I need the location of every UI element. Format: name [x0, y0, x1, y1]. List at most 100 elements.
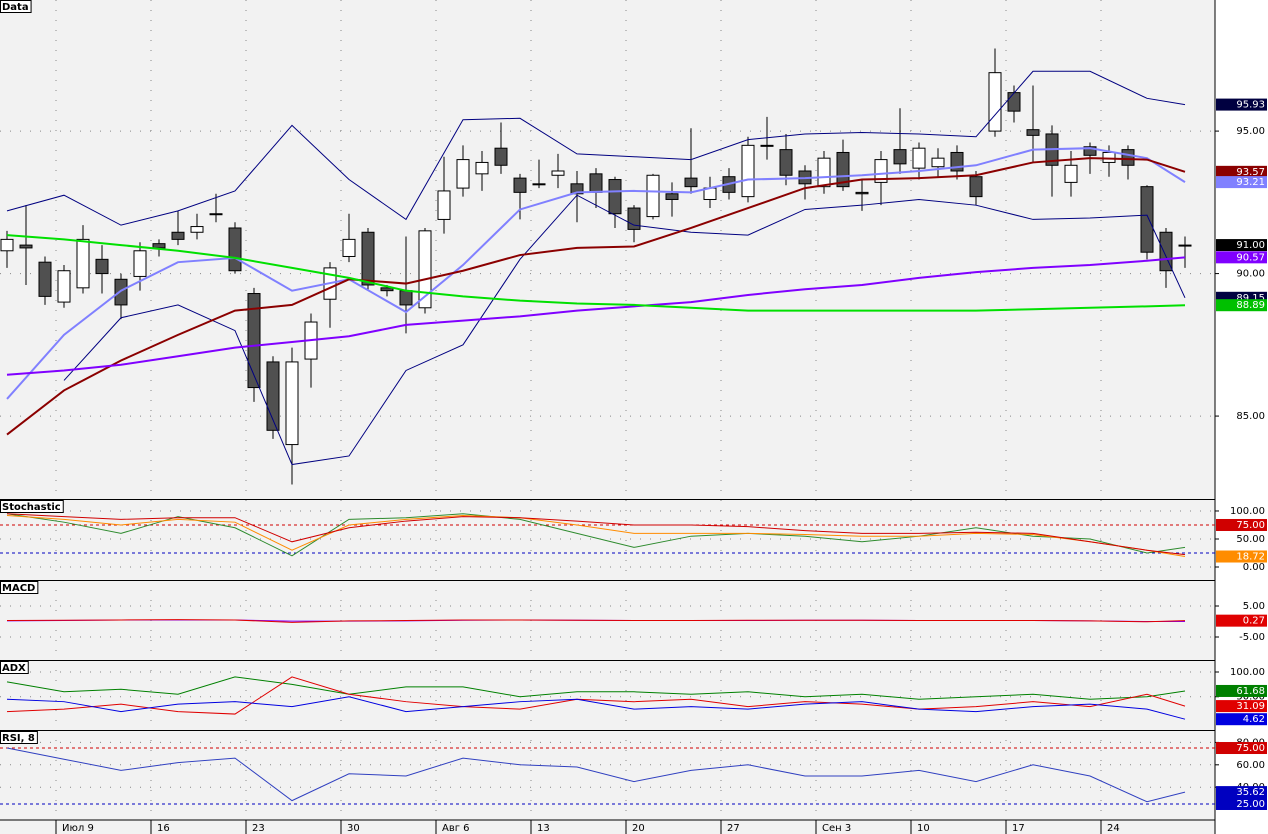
panel-title-box	[0, 661, 29, 674]
series-line	[6, 676, 1186, 715]
candle-body	[95, 258, 109, 275]
panel-title: ADX	[2, 663, 26, 674]
y-tick-label: 60.00	[1236, 760, 1265, 771]
candle-body	[1026, 129, 1040, 136]
candle-body	[57, 270, 71, 303]
candle-body	[760, 144, 774, 147]
candle-body	[551, 170, 565, 176]
y-tick-label: -5.00	[1239, 632, 1265, 643]
series-line	[63, 194, 1186, 466]
price-marker-label: 31.09	[1236, 701, 1265, 712]
price-marker-label: 95.93	[1236, 100, 1265, 111]
panel-title-box	[0, 500, 64, 513]
candle-body	[418, 230, 432, 309]
candle-body	[190, 226, 204, 233]
candle-body	[437, 190, 451, 220]
candle-body	[1083, 146, 1097, 156]
candle-body	[1064, 164, 1078, 183]
candle-body	[912, 147, 926, 169]
y-tick-label: 85.00	[1236, 411, 1265, 422]
series-line	[6, 513, 1186, 556]
candle-body	[741, 144, 755, 198]
candle-body	[456, 159, 470, 189]
series-line	[6, 157, 1186, 436]
y-tick-label: 50.00	[1236, 692, 1265, 703]
price-marker-label: 61.68	[1236, 686, 1265, 697]
x-tick-label: 24	[1107, 823, 1120, 834]
price-marker	[1216, 684, 1267, 697]
candle-body	[228, 227, 242, 272]
price-marker-label: 18.72	[1236, 552, 1265, 563]
panel-title-box	[0, 0, 32, 13]
series-line	[6, 514, 1186, 558]
y-tick-label: 50.00	[1236, 534, 1265, 545]
y-tick-label: 0.00	[1243, 562, 1265, 573]
price-marker-label: 0.27	[1243, 616, 1265, 627]
price-marker	[1216, 176, 1267, 189]
candle-body	[665, 193, 679, 200]
candle-body	[589, 173, 603, 193]
candle-body	[1007, 92, 1021, 112]
series-line	[6, 147, 1186, 400]
candle-body	[1121, 149, 1135, 166]
candle-body	[38, 261, 52, 297]
price-marker	[1216, 700, 1267, 713]
x-tick-label: 20	[632, 823, 645, 834]
price-marker-label: 75.00	[1236, 743, 1265, 754]
y-tick-label: 95.00	[1236, 126, 1265, 137]
candle-body	[855, 191, 869, 195]
panel-title: MACD	[2, 583, 35, 594]
price-marker-label: 93.21	[1236, 177, 1265, 188]
candle-body	[152, 243, 166, 249]
panel-title-box	[0, 731, 38, 744]
candle-body	[570, 183, 584, 195]
x-tick-label: 30	[347, 823, 360, 834]
candle-body	[285, 361, 299, 446]
x-tick-label: 23	[252, 823, 265, 834]
candle-body	[988, 72, 1002, 132]
candle-body	[1140, 186, 1154, 253]
candle-body	[0, 238, 14, 252]
y-tick-label: 5.00	[1243, 601, 1265, 612]
series-line	[6, 256, 1186, 376]
price-marker	[1216, 251, 1267, 264]
candle-body	[969, 176, 983, 198]
price-marker	[1216, 713, 1267, 726]
price-marker-label: 93.57	[1236, 167, 1265, 178]
series-line	[6, 70, 1186, 226]
panel-title-box	[0, 581, 39, 594]
candle-body	[817, 157, 831, 188]
series-line	[6, 234, 1186, 312]
y-tick-label: 100.00	[1230, 667, 1265, 678]
price-marker-label: 91.00	[1236, 240, 1265, 251]
candle-body	[19, 244, 33, 249]
candle-body	[399, 290, 413, 306]
candle-body	[627, 207, 641, 230]
x-tick-label: 13	[537, 823, 550, 834]
price-marker	[1216, 614, 1267, 627]
x-tick-label: 10	[917, 823, 930, 834]
candle-body	[874, 159, 888, 183]
price-marker	[1216, 550, 1267, 563]
candle-body	[171, 231, 185, 240]
series-line	[6, 747, 1186, 803]
candle-body	[513, 177, 527, 193]
candle-body	[361, 231, 375, 286]
candle-body	[931, 157, 945, 168]
x-tick-label: Сен 3	[822, 823, 851, 834]
price-marker	[1216, 797, 1267, 810]
candle-body	[475, 161, 489, 175]
price-marker-label: 25.00	[1236, 799, 1265, 810]
series-line	[6, 676, 1186, 700]
price-marker	[1216, 98, 1267, 111]
candle-body	[1159, 231, 1173, 272]
price-marker-label: 4.62	[1243, 714, 1265, 725]
y-tick-label: 90.00	[1236, 269, 1265, 280]
candle-body	[532, 183, 546, 186]
price-marker-label: 90.57	[1236, 252, 1265, 263]
price-marker	[1216, 239, 1267, 252]
series-line	[6, 513, 1186, 557]
price-marker-label: 35.62	[1236, 787, 1265, 798]
price-marker	[1216, 742, 1267, 755]
candle-body	[779, 149, 793, 176]
